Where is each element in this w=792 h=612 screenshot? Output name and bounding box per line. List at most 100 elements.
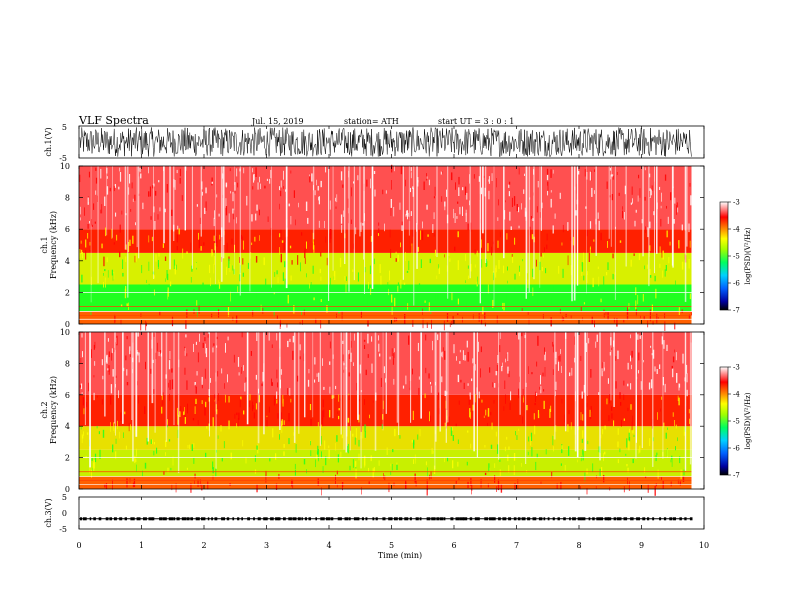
ch1-speck <box>417 246 419 252</box>
ch1-speck <box>251 214 253 222</box>
ch1-speck <box>664 269 666 277</box>
ch2-speck <box>193 458 195 464</box>
ch2-speck <box>194 473 196 479</box>
ch2-speck <box>171 484 173 491</box>
ch2-speck <box>560 463 562 466</box>
ch1-speck <box>653 211 655 216</box>
ch2-speck <box>299 344 301 351</box>
ch1-speck <box>514 286 515 294</box>
ch1-speck <box>458 187 460 196</box>
ch1-speck <box>370 178 371 189</box>
ch2-speck <box>460 379 462 383</box>
ch2-speck <box>204 368 206 379</box>
ch2-speck <box>118 390 119 399</box>
ch1-streak <box>413 166 415 306</box>
ch2-speck <box>531 372 533 375</box>
ch1-speck <box>391 180 392 190</box>
ch1-speck <box>519 267 521 277</box>
ch1-speck <box>320 180 322 188</box>
ch2-speck <box>112 444 114 453</box>
ch1-speck <box>407 210 408 220</box>
ch1-speck <box>236 217 237 224</box>
ch2-streak <box>374 332 377 451</box>
ch1-streak <box>169 166 171 270</box>
ch1-speck <box>362 223 364 226</box>
ch1-speck <box>129 239 131 246</box>
ch1-speck <box>522 259 523 262</box>
ch1-speck <box>179 177 181 184</box>
ch1-speck <box>433 212 435 220</box>
ch2-speck <box>502 362 503 367</box>
ch2-speck <box>389 356 391 360</box>
ch2-speck <box>369 414 370 419</box>
ch2-speck <box>671 365 673 369</box>
ch1-speck <box>476 281 478 287</box>
ch2-speck <box>495 371 497 376</box>
ch2-streak <box>473 332 475 452</box>
ch1-speck <box>309 173 311 183</box>
ch2-speck <box>337 411 338 414</box>
ch1-speck <box>360 222 362 232</box>
ch2-speck <box>110 395 112 405</box>
ch1-speck <box>284 278 286 285</box>
ch1-speck <box>589 221 592 229</box>
ch1-speck <box>198 232 199 240</box>
ch2-speck <box>494 463 496 468</box>
ch2-speck <box>215 468 217 477</box>
ch2-colorbar-tick-label: -3 <box>733 364 740 372</box>
ch2-speck <box>670 459 672 463</box>
ch2-speck <box>314 379 316 383</box>
ch2-speck <box>364 455 366 466</box>
ch1-speck <box>527 279 529 289</box>
ch1-speck <box>242 258 244 265</box>
ch3-signal-trace <box>79 517 693 521</box>
ch2-speck <box>323 409 325 418</box>
ch2-speck <box>530 436 532 446</box>
ch2-speck <box>623 380 625 386</box>
ch1-speck <box>401 225 403 231</box>
ch1-speck <box>89 300 91 309</box>
ch1-streak <box>571 166 573 302</box>
ch1-speck <box>151 236 153 242</box>
ch2-speck <box>228 396 230 403</box>
ch1-speck <box>547 181 549 191</box>
ch2-speck <box>352 433 354 437</box>
ch2-speck <box>615 381 617 389</box>
ch2-speck <box>350 340 352 348</box>
ch2-speck <box>455 480 457 484</box>
ch1-speck <box>465 212 467 222</box>
ch1-speck <box>237 182 239 188</box>
ch1-speck <box>111 269 113 276</box>
ch1-spectrogram-ylabel: Frequency (kHz) <box>49 211 58 279</box>
ch1-speck <box>205 201 207 211</box>
ch1-speck <box>495 267 497 278</box>
ch2-speck <box>218 393 219 401</box>
ch2-speck <box>292 350 294 360</box>
ch2-speck <box>241 367 242 374</box>
ch2-speck <box>536 392 538 396</box>
ch1-speck <box>605 311 607 316</box>
ch1-speck <box>606 181 608 189</box>
ch1-streak <box>528 166 530 293</box>
ch2-speck <box>160 350 162 354</box>
ch1-speck <box>196 300 198 306</box>
ch1-speck <box>550 317 552 327</box>
ch1-speck <box>226 266 227 275</box>
ch1-colorbar-gradient <box>719 201 729 311</box>
ch2-speck <box>316 454 317 459</box>
ch1-speck <box>497 240 499 248</box>
ch2-speck <box>195 386 197 394</box>
ch1-speck <box>148 167 149 174</box>
ch1-speck <box>378 228 380 235</box>
ch2-speck <box>581 439 583 443</box>
ch2-speck <box>466 461 468 466</box>
ch1-speck <box>646 264 648 269</box>
ch1-speck <box>329 233 331 243</box>
ch2-speck <box>212 475 214 480</box>
ch2-speck <box>484 445 486 448</box>
ch1-speck <box>305 201 308 211</box>
ch1-speck <box>229 168 231 172</box>
ch1-speck <box>674 322 676 330</box>
ch2-speck <box>649 438 651 447</box>
ch2-speck <box>686 389 688 397</box>
